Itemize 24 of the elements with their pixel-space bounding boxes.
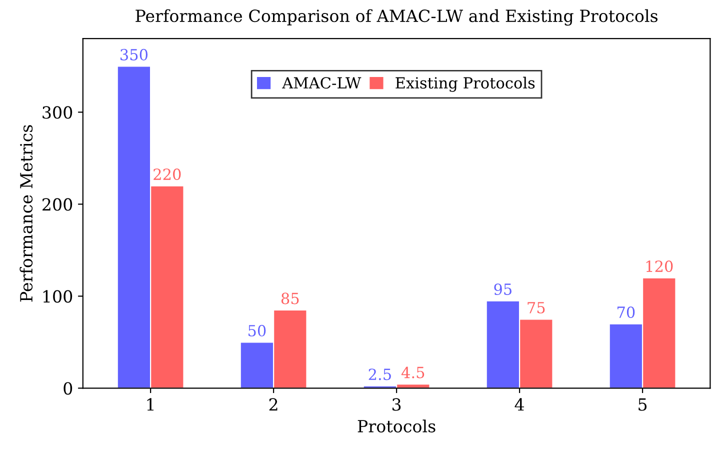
x-tick-label: 4	[514, 398, 524, 411]
data-label: 70	[618, 306, 635, 318]
data-label: 350	[120, 48, 148, 60]
x-tick-label: 1	[147, 398, 154, 411]
legend-label: AMAC-LW	[282, 77, 362, 89]
y-tick-label: 100	[43, 290, 72, 303]
data-label: 2.5	[368, 368, 391, 380]
data-label: 120	[646, 260, 673, 272]
y-tick-label: 300	[42, 106, 72, 119]
y-tick-label: 0	[64, 382, 72, 395]
data-label: 4.5	[401, 366, 424, 378]
legend-label: Existing Protocols	[396, 76, 535, 92]
y-tick-label: 200	[42, 198, 72, 211]
x-tick-label: 5	[638, 398, 647, 411]
data-label: 50	[248, 324, 266, 336]
data-label: 95	[494, 283, 512, 296]
x-tick-label: 3	[392, 398, 401, 411]
data-label: 85	[281, 292, 299, 304]
data-label: 75	[528, 302, 545, 314]
y-axis-title: Performance Metrics	[20, 125, 33, 302]
x-axis-title: Protocols	[358, 420, 436, 432]
chart-title: Performance Comparison of AMAC-LW and Existing Protocols	[136, 9, 658, 26]
x-tick-label: 2	[269, 398, 278, 411]
data-label: 220	[154, 168, 181, 180]
